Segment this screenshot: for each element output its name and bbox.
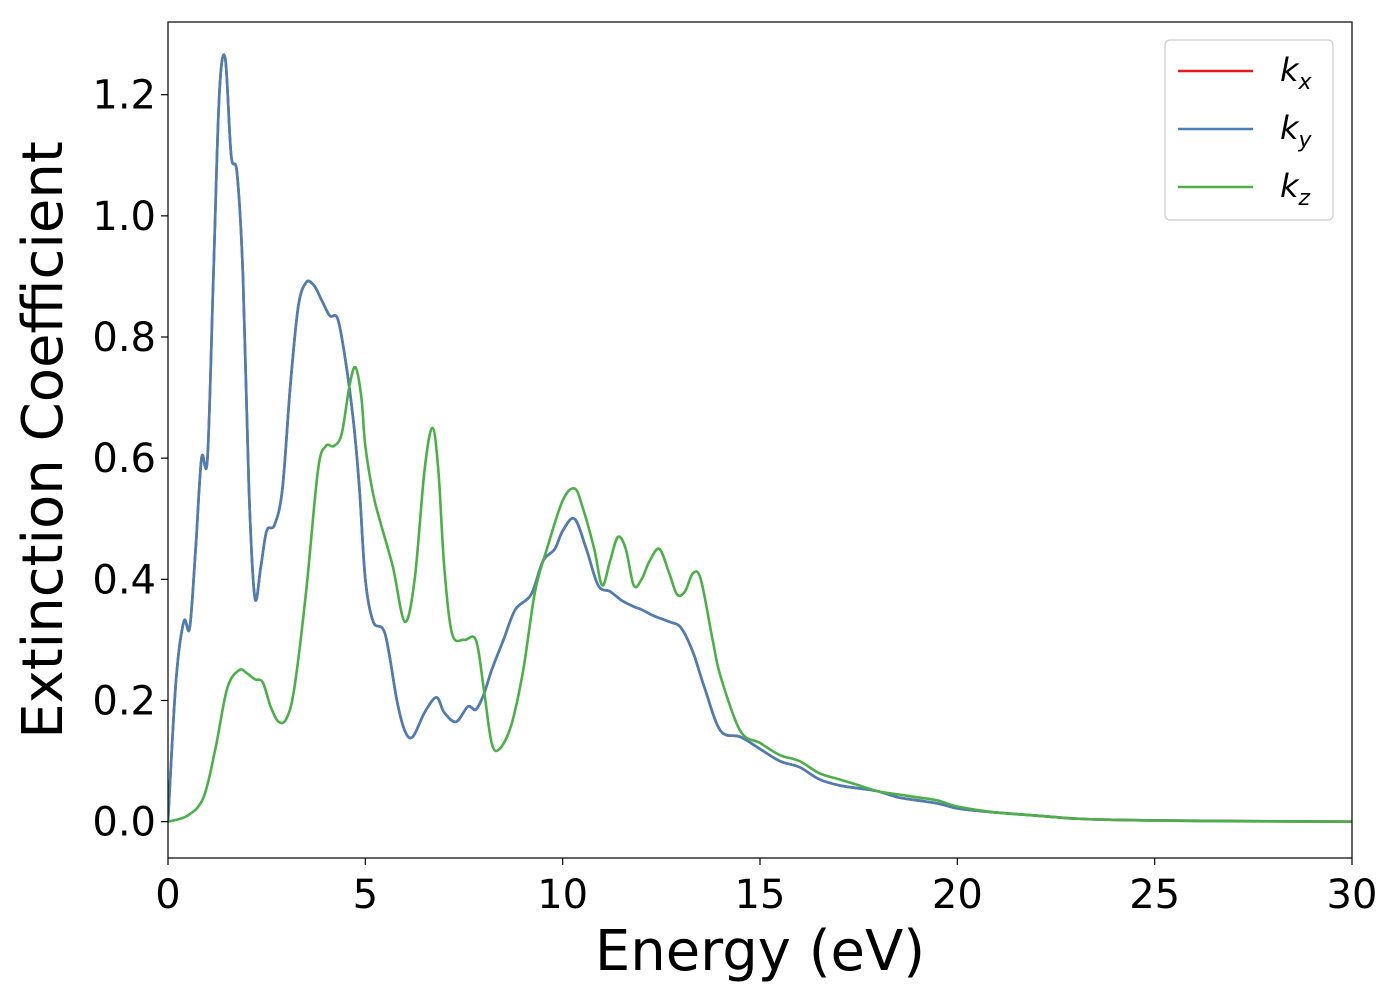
legend: kx ky kz [1164,39,1334,221]
legend-label: kz [1280,167,1311,211]
series-line-kz [168,365,1352,823]
x-tick-label: 20 [932,872,983,918]
y-tick-label: 1.2 [92,73,156,119]
y-tick-label: 0.0 [92,800,156,846]
legend-item-kz: kz [1178,167,1311,211]
series-layer [168,53,1352,823]
x-tick-label: 30 [1327,872,1378,918]
y-tick-label: 0.8 [92,315,156,361]
x-tick-label: 25 [1129,872,1180,918]
x-tick-label: 5 [353,872,378,918]
legend-item-ky: ky [1178,109,1313,153]
legend-label: kx [1280,51,1313,95]
x-tick-label: 15 [735,872,786,918]
legend-item-kx: kx [1178,51,1313,95]
y-tick-label: 0.4 [92,557,156,603]
y-tick-label: 0.6 [92,436,156,482]
y-tick-label: 1.0 [92,194,156,240]
y-tick-label: 0.2 [92,678,156,724]
legend-label: ky [1280,109,1313,153]
y-axis-title: Extinction Coefficient [11,141,76,739]
x-axis-title: Energy (eV) [595,919,925,984]
x-tick-label: 0 [155,872,180,918]
y-axis: 0.0 0.2 0.4 0.6 0.8 1.0 1.2 [92,73,168,846]
x-tick-label: 10 [537,872,588,918]
x-axis: 0 5 10 15 20 25 30 [155,858,1377,918]
series-line-ky [168,53,1352,823]
